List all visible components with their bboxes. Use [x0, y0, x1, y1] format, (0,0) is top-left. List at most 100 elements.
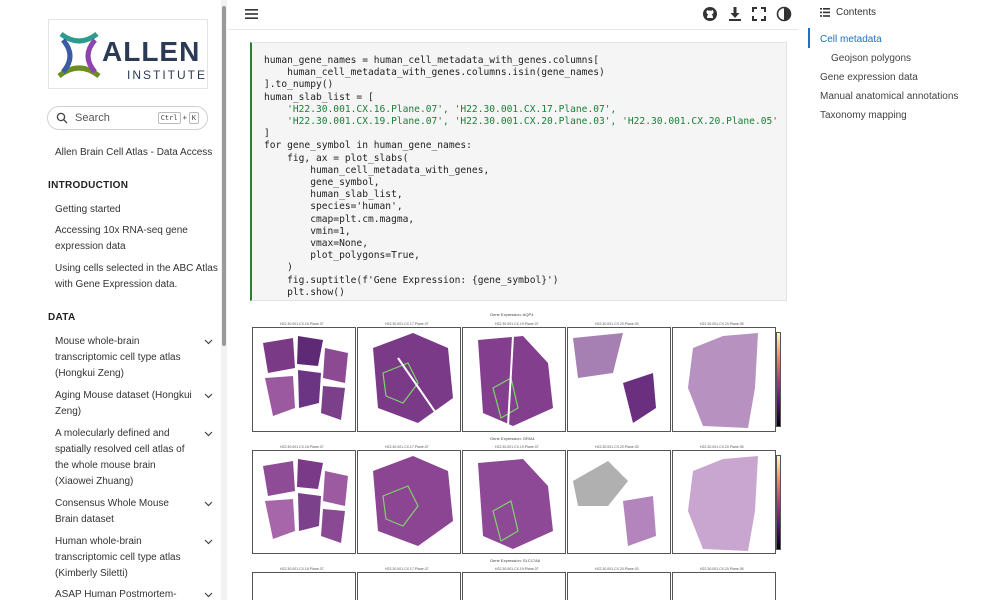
- toc-item-geojson-polygons[interactable]: Geojson polygons: [831, 53, 912, 64]
- sidebar-item-asap-human[interactable]: ASAP Human Postmortem-: [55, 589, 177, 600]
- sidebar-item-mouse-whole-brain[interactable]: Mouse whole-brain transcriptomic cell ty…: [55, 336, 181, 379]
- slab-image: [688, 456, 758, 551]
- github-icon[interactable]: [702, 6, 718, 22]
- slab-image: [263, 336, 348, 420]
- fullscreen-icon[interactable]: [751, 6, 767, 22]
- sidebar-item-getting-started[interactable]: Getting started: [55, 204, 121, 215]
- code-line-6: 'H22.30.001.CX.19.Plane.07', 'H22.30.001…: [264, 116, 779, 128]
- toc-item-cell-metadata[interactable]: Cell metadata: [820, 34, 882, 45]
- chevron-down-icon[interactable]: [204, 590, 213, 599]
- code-line-14: cmap=plt.cm.magma,: [264, 213, 415, 225]
- slab-panel: [672, 450, 776, 554]
- chevron-down-icon[interactable]: [204, 499, 213, 508]
- sidebar-scrollbar-thumb[interactable]: [222, 6, 226, 346]
- panel-title: H22.30.001.CX.20.Plane.03: [595, 445, 639, 449]
- code-line-20: plt.show(): [264, 286, 345, 298]
- slab-image: [373, 333, 453, 423]
- contents-title: Contents: [836, 7, 877, 18]
- shortcut-plus: +: [182, 114, 187, 122]
- sidebar-item-molecularly-defined[interactable]: A molecularly defined and spatially reso…: [55, 428, 185, 487]
- chevron-down-icon[interactable]: [204, 337, 213, 346]
- slab-panel: [462, 450, 566, 554]
- toc-active-indicator: [808, 28, 810, 48]
- left-sidebar: ALLEN INSTITUTE Search Ctrl + K Allen Br…: [0, 0, 222, 600]
- code-line-8: for gene_symbol in human_gene_names:: [264, 140, 472, 152]
- theme-icon[interactable]: [776, 6, 792, 22]
- slab-panel: [567, 327, 671, 432]
- panel-title: H22.30.001.CX.19.Plane.07: [495, 567, 539, 571]
- code-line-9: fig, ax = plot_slabs(: [264, 152, 409, 164]
- code-line-16: vmax=None,: [264, 238, 368, 250]
- panel-title: H22.30.001.CX.16.Plane.07: [280, 322, 324, 326]
- code-line-7: ]: [264, 128, 270, 140]
- slab-image: [688, 333, 758, 428]
- code-line-10: human_cell_metadata_with_genes,: [264, 164, 490, 176]
- slab-image: [573, 333, 656, 423]
- sidebar-item-human-whole-brain[interactable]: Human whole-brain transcriptomic cell ty…: [55, 536, 181, 579]
- panel-title: H22.30.001.CX.17.Plane.07: [385, 445, 429, 449]
- search-icon: [56, 112, 68, 124]
- colorbar: [776, 332, 781, 427]
- code-line-15: vmin=1,: [264, 225, 351, 237]
- output-figure: Gene Expression: AQP4 H22.30.001.CX.16.P…: [250, 310, 787, 600]
- colorbar: [776, 455, 781, 550]
- shortcut-key-ctrl: Ctrl: [157, 112, 181, 124]
- toc-item-manual-annotations[interactable]: Manual anatomical annotations: [820, 91, 959, 102]
- slab-panel: [357, 450, 461, 554]
- slab-panel: [567, 450, 671, 554]
- search-button[interactable]: Search Ctrl + K: [47, 106, 208, 130]
- slab-panel: [252, 572, 356, 600]
- sidebar-heading-introduction: INTRODUCTION: [48, 180, 129, 191]
- chevron-down-icon[interactable]: [204, 429, 213, 438]
- hamburger-icon[interactable]: [245, 8, 258, 20]
- slab-image: [263, 459, 348, 543]
- search-label: Search: [75, 112, 110, 124]
- figure-row-title: Gene Expression: AQP4: [490, 312, 534, 317]
- toc-item-gene-expression-data[interactable]: Gene expression data: [820, 72, 918, 83]
- panel-title: H22.30.001.CX.16.Plane.07: [280, 445, 324, 449]
- sidebar-item-aging-mouse[interactable]: Aging Mouse dataset (Hongkui Zeng): [55, 390, 192, 417]
- panel-title: H22.30.001.CX.17.Plane.07: [385, 567, 429, 571]
- slab-panel: [252, 327, 356, 432]
- slab-image: [373, 456, 453, 546]
- slab-panel: [357, 327, 461, 432]
- slab-image: [478, 335, 553, 427]
- panel-title: H22.30.001.CX.20.Plane.05: [700, 322, 744, 326]
- code-cell[interactable]: human_gene_names = human_cell_metadata_w…: [250, 42, 787, 301]
- slab-panel: [462, 572, 566, 600]
- contents-sidebar: Contents Cell metadata Geojson polygons …: [808, 0, 1000, 600]
- sidebar-item-consensus[interactable]: Consensus Whole Mouse Brain dataset: [55, 498, 169, 525]
- figure-row-title: Gene Expression: GRIA1: [490, 436, 535, 441]
- slab-panel: [357, 572, 461, 600]
- code-line-17: plot_polygons=True,: [264, 250, 420, 262]
- slab-panel: [252, 450, 356, 554]
- code-line-5: 'H22.30.001.CX.16.Plane.07', 'H22.30.001…: [264, 103, 617, 115]
- allen-institute-logo[interactable]: ALLEN INSTITUTE: [48, 19, 208, 89]
- chevron-down-icon[interactable]: [204, 537, 213, 546]
- panel-title: H22.30.001.CX.20.Plane.05: [700, 445, 744, 449]
- code-line-12: human_slab_list,: [264, 189, 403, 201]
- slab-image: [478, 459, 553, 549]
- panel-title: H22.30.001.CX.20.Plane.03: [595, 567, 639, 571]
- contents-heading: Contents: [820, 7, 876, 18]
- list-icon: [820, 8, 830, 17]
- toc-item-taxonomy-mapping[interactable]: Taxonomy mapping: [820, 110, 907, 121]
- sidebar-link-home[interactable]: Allen Brain Cell Atlas - Data Access: [55, 147, 213, 158]
- logo-word: ALLEN: [102, 36, 201, 67]
- code-line-19: fig.suptitle(f'Gene Expression: {gene_sy…: [264, 274, 559, 286]
- sidebar-heading-data: DATA: [48, 312, 76, 323]
- panel-title: H22.30.001.CX.19.Plane.07: [495, 322, 539, 326]
- logo-subtitle: INSTITUTE: [127, 68, 207, 82]
- code-line-13: species='human',: [264, 201, 403, 213]
- slab-panel: [462, 327, 566, 432]
- shortcut-key-k: K: [188, 112, 199, 124]
- sidebar-item-accessing-10x[interactable]: Accessing 10x RNA-seq gene expression da…: [55, 225, 188, 252]
- sidebar-item-using-cells[interactable]: Using cells selected in the ABC Atlas wi…: [55, 263, 218, 290]
- download-icon[interactable]: [727, 6, 743, 22]
- slab-image: [573, 461, 656, 546]
- chevron-down-icon[interactable]: [204, 391, 213, 400]
- code-line-4: human_slab_list = [: [264, 91, 374, 103]
- panel-title: H22.30.001.CX.20.Plane.03: [595, 322, 639, 326]
- figure-row-title: Gene Expression: SLC17A6: [490, 558, 541, 563]
